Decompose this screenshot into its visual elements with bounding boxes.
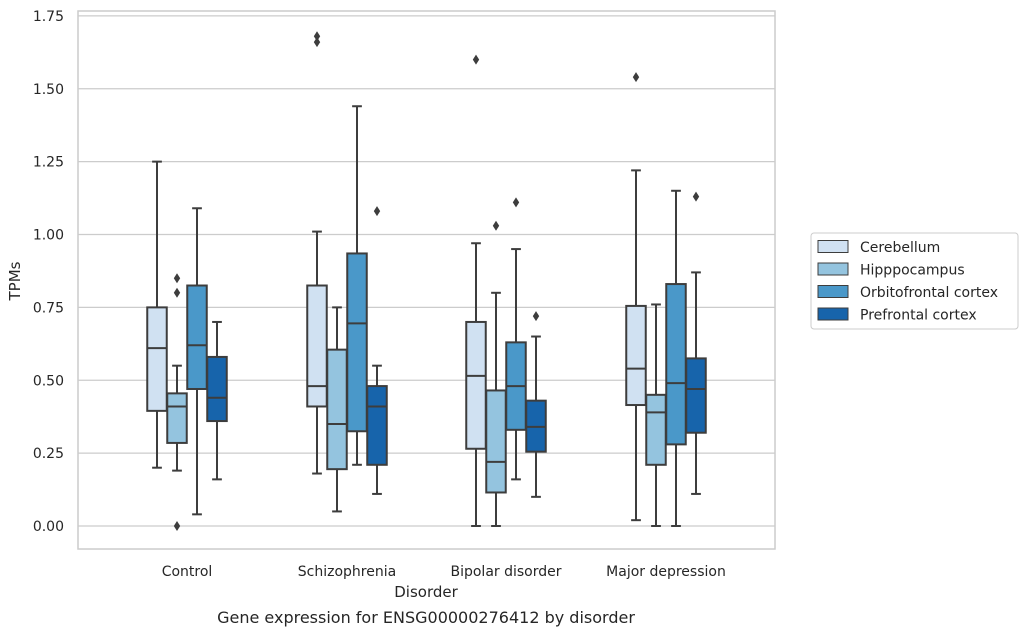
- box-hipppocampus: [645, 303, 667, 527]
- legend-item: Orbitofrontal cortex: [817, 285, 998, 301]
- iqr-box: [625, 304, 647, 407]
- x-tick-label: Bipolar disorder: [450, 564, 561, 580]
- y-tick-label: 1.00: [33, 228, 64, 244]
- outlier-marker: [472, 54, 480, 65]
- iqr-box: [326, 348, 348, 471]
- y-axis-label: TPMs: [6, 261, 24, 301]
- y-tick-label: 1.25: [33, 155, 64, 171]
- outlier-marker: [173, 273, 181, 284]
- outlier-marker: [632, 72, 640, 83]
- legend-label: Prefrontal cortex: [860, 308, 977, 324]
- box-orbitofrontal-cortex: [186, 207, 208, 516]
- legend-item: Cerebellum: [817, 240, 940, 256]
- x-tick-label: Schizophrenia: [298, 564, 396, 580]
- legend-label: Orbitofrontal cortex: [860, 285, 998, 301]
- outlier-marker: [313, 31, 321, 42]
- outlier-marker: [373, 206, 381, 217]
- x-tick-label: Major depression: [606, 564, 726, 580]
- y-tick-label: 0.25: [33, 446, 64, 462]
- legend: Cerebellum Hipppocampus Orbitofrontal cort…: [810, 232, 1019, 330]
- legend-swatch: [817, 285, 849, 298]
- outlier-marker: [313, 37, 321, 48]
- box-prefrontal-cortex: [206, 320, 228, 481]
- legend-label: Cerebellum: [860, 240, 940, 256]
- iqr-box: [485, 389, 507, 494]
- box-orbitofrontal-cortex: [505, 197, 527, 481]
- legend-frame: [810, 232, 1019, 330]
- y-tick-label: 1.50: [33, 82, 64, 98]
- chart-caption: Gene expression for ENSG00000276412 by d…: [217, 608, 635, 627]
- legend-item: Hipppocampus: [817, 262, 965, 279]
- iqr-box: [465, 320, 487, 450]
- x-tick-labels: Control Schizophrenia Bipolar disorder Majo…: [162, 564, 726, 580]
- x-tick-label: Control: [162, 564, 213, 580]
- iqr-box: [685, 357, 707, 434]
- legend-swatch: [817, 262, 849, 276]
- iqr-box: [366, 385, 388, 466]
- iqr-box: [346, 252, 368, 433]
- outlier-marker: [512, 197, 520, 208]
- y-tick-label: 0.00: [33, 519, 64, 535]
- legend-swatch: [817, 307, 849, 321]
- iqr-box: [665, 283, 687, 446]
- outlier-marker: [692, 191, 700, 202]
- y-tick-labels: 0.00 0.25 0.50 0.75 1.00 1.25 1.50 1.75: [33, 9, 64, 535]
- iqr-box: [306, 284, 328, 408]
- box-cerebellum: [465, 54, 487, 527]
- x-axis-label: Disorder: [394, 583, 458, 601]
- boxes: [146, 31, 707, 531]
- outlier-marker: [173, 521, 181, 531]
- box-hipppocampus: [166, 273, 188, 531]
- box-prefrontal-cortex: [685, 191, 707, 495]
- legend-item: Prefrontal cortex: [817, 307, 977, 324]
- y-tick-label: 1.75: [33, 9, 64, 25]
- y-tick-label: 0.75: [33, 300, 64, 316]
- iqr-box: [186, 284, 208, 390]
- box-hipppocampus: [485, 220, 507, 527]
- legend-label: Hipppocampus: [860, 263, 965, 279]
- outlier-marker: [492, 220, 500, 231]
- y-tick-label: 0.50: [33, 373, 64, 389]
- iqr-box: [166, 392, 188, 444]
- outlier-marker: [532, 311, 540, 322]
- box-cerebellum: [146, 160, 168, 469]
- legend-swatch: [817, 240, 849, 253]
- box-cerebellum: [625, 72, 647, 522]
- iqr-box: [146, 306, 168, 412]
- plot-area-frame: [77, 10, 776, 550]
- box-orbitofrontal-cortex: [346, 105, 368, 466]
- box-cerebellum: [306, 31, 328, 475]
- outlier-marker: [173, 287, 181, 298]
- iqr-box: [206, 355, 228, 423]
- box-prefrontal-cortex: [525, 311, 547, 498]
- iqr-box: [645, 393, 667, 466]
- box-prefrontal-cortex: [366, 206, 388, 495]
